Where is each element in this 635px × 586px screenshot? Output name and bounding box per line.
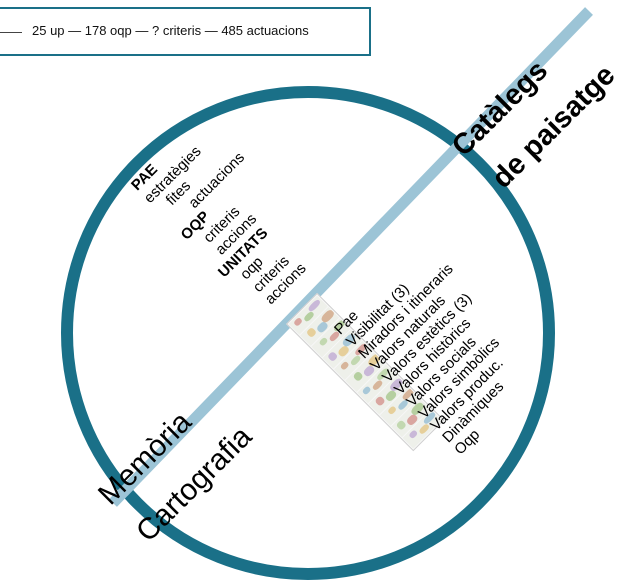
catalog-circle bbox=[61, 86, 555, 580]
map-thumbnail-shape bbox=[318, 336, 329, 347]
map-thumbnail-shape bbox=[305, 326, 318, 339]
map-thumbnail-shape bbox=[408, 429, 419, 440]
summary-text: 25 up — 178 oqp — ? criteris — 485 actua… bbox=[32, 23, 309, 38]
summary-box: 25 up — 178 oqp — ? criteris — 485 actua… bbox=[0, 7, 371, 56]
map-thumbnail-shape bbox=[386, 405, 397, 416]
map-thumbnail-shape bbox=[293, 316, 303, 327]
map-thumbnail-shape bbox=[418, 422, 431, 435]
map-thumbnail-shape bbox=[395, 419, 407, 431]
map-thumbnail-shape bbox=[352, 371, 365, 383]
map-thumbnail-shape bbox=[361, 385, 372, 396]
map-thumbnail-shape bbox=[340, 361, 350, 371]
map-thumbnail-shape bbox=[307, 298, 322, 313]
map-thumbnail-shape bbox=[327, 351, 339, 363]
diagonal-divider bbox=[109, 7, 593, 507]
map-thumbnail-shape bbox=[374, 395, 386, 407]
summary-box-connector bbox=[0, 32, 22, 33]
